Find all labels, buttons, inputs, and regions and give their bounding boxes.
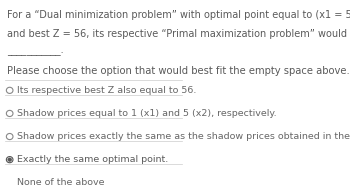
Text: Exactly the same optimal point.: Exactly the same optimal point. [17,155,168,164]
Text: and best Z = 56, its respective “Primal maximization problem” would have: and best Z = 56, its respective “Primal … [7,29,350,39]
Text: None of the above: None of the above [17,178,105,187]
Circle shape [8,158,12,161]
Text: Shadow prices equal to 1 (x1) and 5 (x2), respectively.: Shadow prices equal to 1 (x1) and 5 (x2)… [17,109,276,118]
Text: Please choose the option that would best fit the empty space above.: Please choose the option that would best… [7,66,350,76]
Text: Shadow prices exactly the same as the shadow prices obtained in the Primal probl: Shadow prices exactly the same as the sh… [17,132,350,141]
Text: Its respective best Z also equal to 56.: Its respective best Z also equal to 56. [17,86,196,95]
Text: ___________.: ___________. [7,46,64,56]
Text: For a “Dual minimization problem” with optimal point equal to (x1 = 5, x2 = 1): For a “Dual minimization problem” with o… [7,10,350,20]
